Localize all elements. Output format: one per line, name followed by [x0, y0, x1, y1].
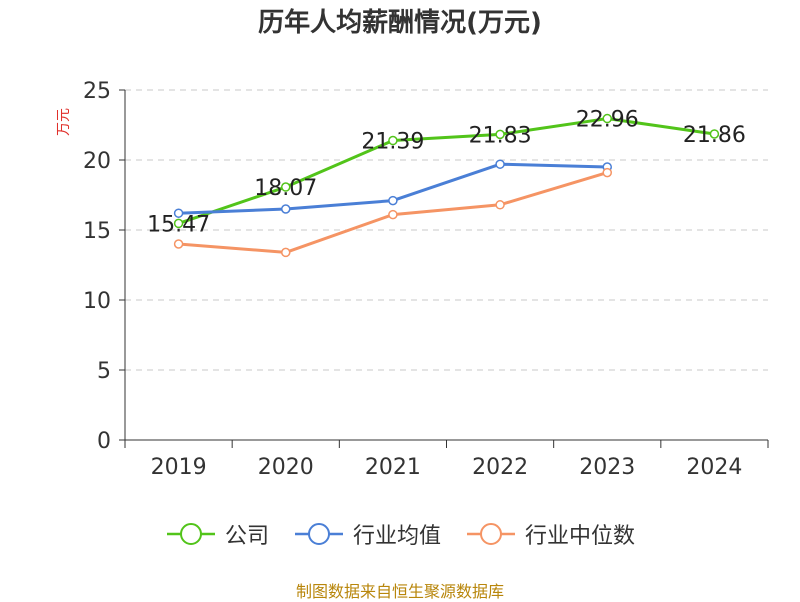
y-tick-label: 15 — [83, 219, 111, 244]
data-label: 18.07 — [254, 176, 317, 201]
data-point — [602, 167, 612, 178]
legend-item-2[interactable]: 行业中位数 — [465, 518, 635, 550]
data-point — [495, 129, 505, 140]
series-lines — [173, 113, 720, 258]
axes: 0 5 10 15 20 25 2019 2020 2021 2022 2023 2024 — [83, 79, 769, 480]
data-point — [281, 182, 291, 192]
data-point — [388, 195, 398, 206]
y-axis-label: 万元 — [56, 108, 72, 136]
x-tick-label: 2021 — [365, 455, 421, 480]
data-point — [281, 247, 291, 258]
data-point — [388, 209, 398, 220]
x-tick-label: 2024 — [686, 455, 742, 480]
y-tick-label: 10 — [83, 289, 111, 314]
data-label: 21.83 — [469, 123, 532, 148]
legend-swatch — [294, 523, 343, 545]
x-tick-label: 2020 — [258, 455, 314, 480]
data-point — [173, 239, 184, 249]
legend-item-1[interactable]: 行业均值 — [293, 518, 441, 550]
y-tick-label: 20 — [83, 149, 111, 174]
series-line-1 — [178, 162, 608, 215]
data-label: 21.86 — [683, 123, 746, 148]
data-point — [173, 208, 184, 218]
legend-swatch — [166, 523, 215, 545]
x-tick-label: 2019 — [151, 455, 207, 480]
grid-lines — [125, 89, 768, 371]
x-tick-label: 2023 — [579, 455, 635, 480]
x-tick-label: 2022 — [472, 455, 528, 480]
data-point — [281, 204, 291, 214]
data-point — [388, 135, 398, 146]
y-tick-label: 0 — [97, 429, 111, 454]
legend-item-0[interactable]: 公司 — [165, 518, 269, 550]
source-note: 制图数据来自恒生聚源数据库 — [295, 582, 504, 601]
data-label: 22.96 — [576, 108, 639, 133]
legend-label: 行业均值 — [352, 524, 441, 549]
data-point — [495, 200, 505, 210]
data-point — [495, 159, 505, 169]
data-point — [173, 218, 184, 229]
data-label: 21.39 — [361, 130, 424, 155]
legend-swatch — [467, 523, 515, 545]
legend-label: 行业中位数 — [525, 524, 636, 549]
y-tick-label: 5 — [97, 359, 111, 384]
legend-label: 公司 — [224, 524, 269, 549]
data-labels: 15.47 18.07 21.39 21.83 22.96 21.86 — [147, 108, 746, 238]
data-point — [709, 129, 720, 139]
chart-title: 历年人均薪酬情况(万元) — [258, 8, 542, 38]
data-label: 15.47 — [147, 212, 210, 237]
data-point — [602, 113, 612, 124]
legend: 公司 行业均值 行业中位数 — [0, 518, 800, 550]
y-tick-label: 25 — [83, 79, 111, 104]
series-line-0 — [178, 117, 715, 225]
